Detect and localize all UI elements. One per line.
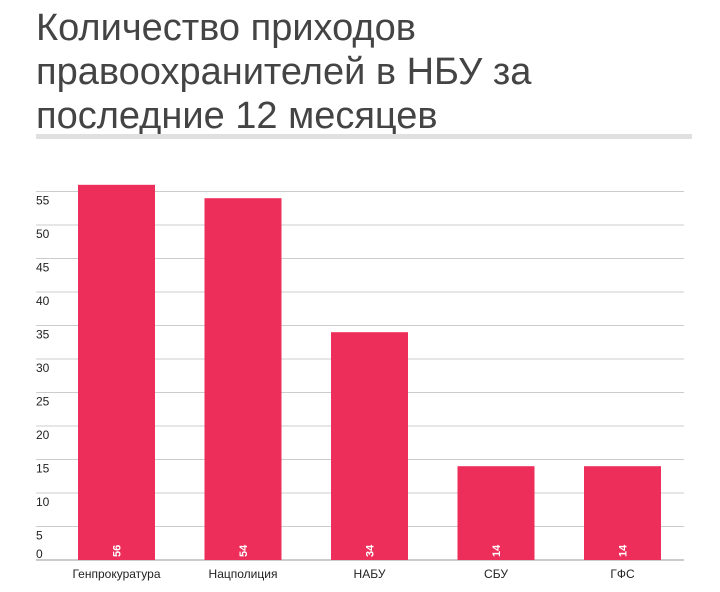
bar [204,198,282,560]
page-title: Количество приходов правоохранителей в Н… [36,7,532,137]
bar [457,466,535,560]
y-tick-label: 50 [36,227,50,241]
bar-value-label: 56 [112,545,124,557]
y-tick-label: 5 [36,529,43,543]
y-tick-label: 55 [36,194,50,208]
title-divider [36,134,692,139]
y-tick-label: 45 [36,261,50,275]
x-category-label: Нацполиция [209,567,278,581]
bar [584,466,661,560]
bar-value-label: 14 [618,544,630,557]
bar [78,184,155,561]
bar-value-label: 34 [365,544,377,557]
bar [331,332,408,560]
y-tick-label: 0 [36,547,43,561]
y-tick-label: 10 [36,495,50,509]
x-category-label: ГФС [610,567,635,581]
bar-value-label: 54 [238,544,250,557]
bar-value-label: 14 [491,544,503,557]
y-tick-label: 25 [36,395,50,409]
x-category-label: НАБУ [354,567,386,581]
y-tick-label: 35 [36,328,50,342]
y-tick-label: 40 [36,294,50,308]
y-tick-label: 15 [36,462,50,476]
x-category-label: Генпрокуратура [72,567,160,581]
x-category-label: СБУ [484,567,508,581]
y-tick-label: 30 [36,361,50,375]
y-tick-label: 20 [36,428,50,442]
